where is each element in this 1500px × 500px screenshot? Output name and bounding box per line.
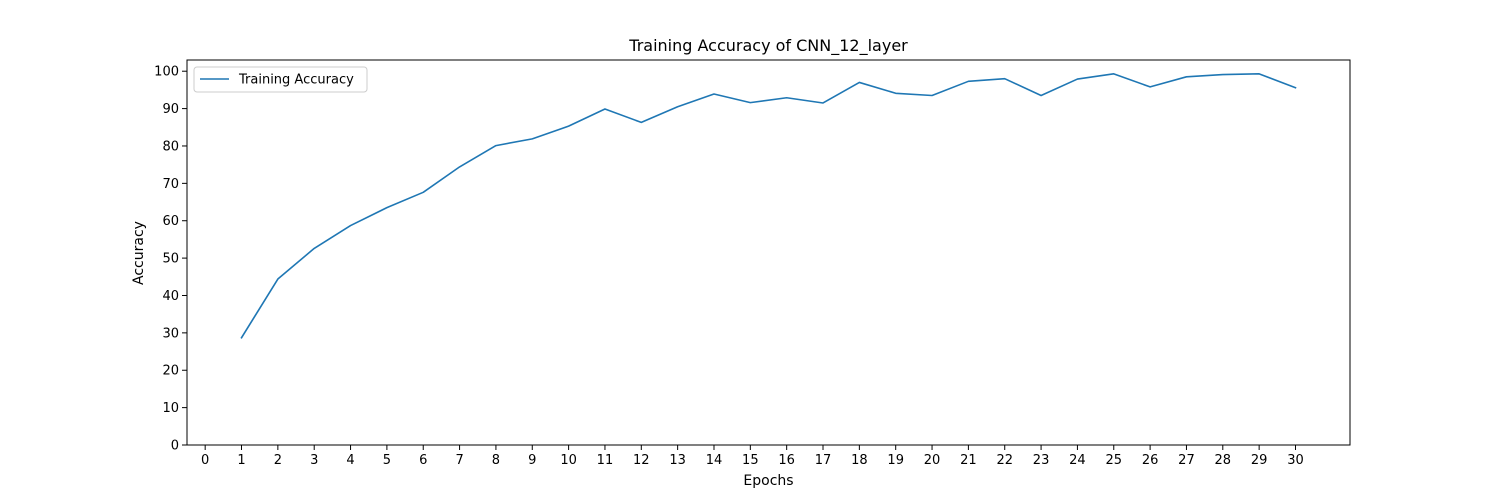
x-tick-label: 18 — [851, 453, 868, 468]
y-tick-label: 40 — [162, 289, 179, 304]
x-tick-label: 16 — [778, 453, 795, 468]
x-tick-label: 1 — [237, 453, 245, 468]
x-tick-label: 5 — [383, 453, 391, 468]
legend — [193, 66, 368, 93]
x-tick-label: 7 — [455, 453, 463, 468]
series-line — [240, 73, 1297, 339]
x-tick-label: 26 — [1142, 453, 1159, 468]
x-tick-label: 3 — [310, 453, 318, 468]
y-tick-label: 10 — [162, 401, 179, 416]
y-axis-label: Accuracy — [131, 221, 147, 285]
y-tick-label: 80 — [162, 139, 179, 154]
x-tick-label: 15 — [742, 453, 759, 468]
y-tick-label: 50 — [162, 252, 179, 267]
x-tick-label: 22 — [996, 453, 1013, 468]
x-tick-label: 29 — [1251, 453, 1268, 468]
x-tick-label: 20 — [924, 453, 941, 468]
x-tick-label: 6 — [419, 453, 427, 468]
x-tick-label: 17 — [815, 453, 832, 468]
x-tick-label: 30 — [1287, 453, 1304, 468]
x-tick-label: 8 — [492, 453, 500, 468]
x-tick-label: 28 — [1215, 453, 1232, 468]
x-tick-label: 10 — [560, 453, 577, 468]
y-tick-label: 30 — [162, 326, 179, 341]
x-tick-label: 2 — [274, 453, 282, 468]
plot-area: 0 1 2 3 4 5 6 7 8 9 10 11 12 13 14 15 16 17 18 19 20 21 22 23 24… — [154, 59, 1351, 468]
x-tick-label: 13 — [669, 453, 686, 468]
x-axis-label: Epochs — [743, 473, 793, 489]
y-tick-label: 100 — [154, 65, 179, 80]
x-tick-label: 21 — [960, 453, 977, 468]
chart-title: Training Accuracy of CNN_12_layer — [628, 36, 908, 56]
x-tick-label: 19 — [887, 453, 904, 468]
y-tick-label: 20 — [162, 364, 179, 379]
x-tick-label: 23 — [1033, 453, 1050, 468]
y-tick-label: 70 — [162, 177, 179, 192]
y-tick-label: 0 — [171, 439, 179, 454]
x-tick-label: 12 — [633, 453, 650, 468]
x-tick-label: 27 — [1178, 453, 1195, 468]
x-tick-label: 25 — [1105, 453, 1122, 468]
x-tick-label: 9 — [528, 453, 536, 468]
x-tick-label: 4 — [346, 453, 354, 468]
x-tick-label: 11 — [597, 453, 614, 468]
x-tick-label: 14 — [706, 453, 723, 468]
y-tick-label: 60 — [162, 214, 179, 229]
y-tick-label: 90 — [162, 102, 179, 117]
x-tick-label: 0 — [201, 453, 209, 468]
legend-label: Training Accuracy — [238, 73, 354, 88]
x-tick-label: 24 — [1069, 453, 1086, 468]
axes-frame — [186, 59, 1351, 446]
